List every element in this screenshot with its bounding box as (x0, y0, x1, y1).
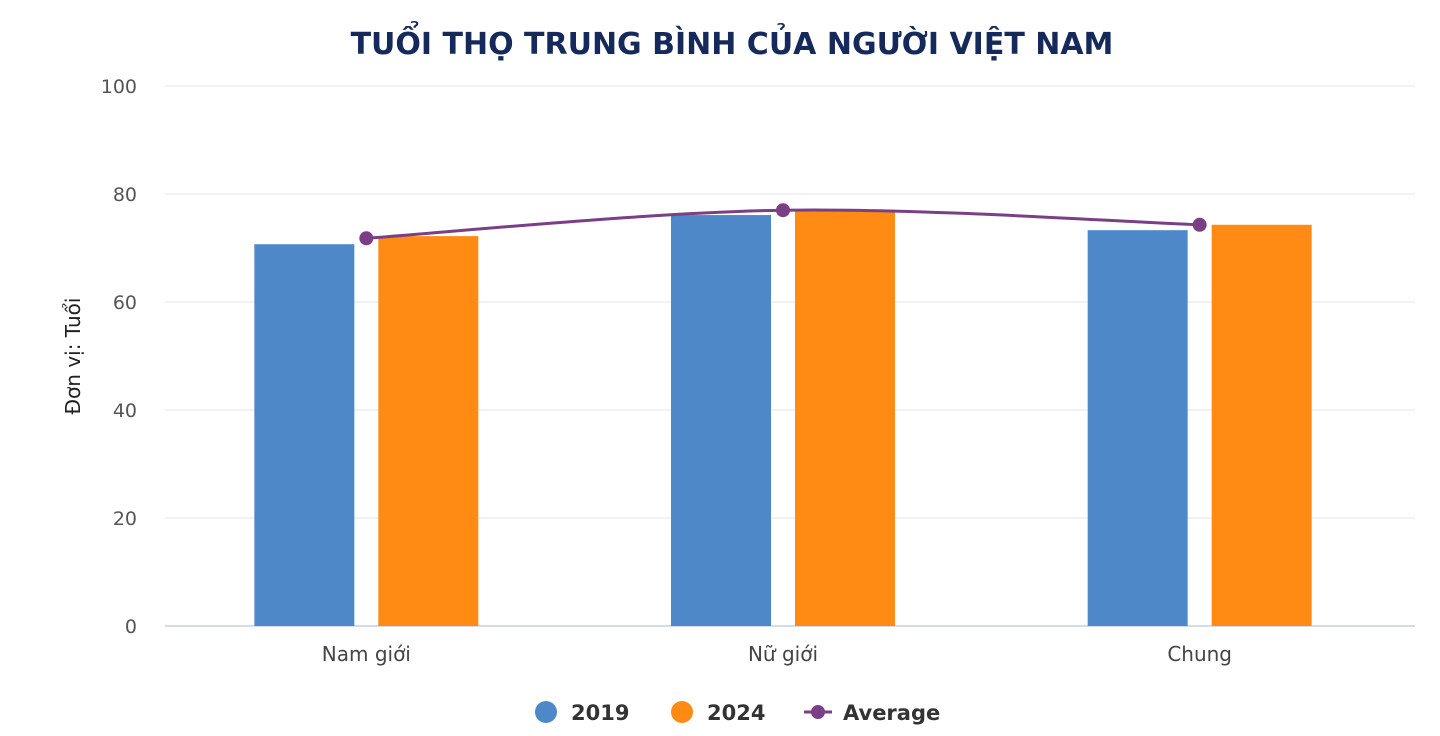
bar-2024-3 (1211, 224, 1312, 626)
x-category-label: Nam giới (322, 642, 411, 666)
x-category-label: Chung (1167, 642, 1232, 666)
bar-2019-3 (1087, 230, 1188, 626)
bar-2019-1 (254, 244, 355, 626)
y-tick-label: 80 (113, 184, 137, 206)
legend-marker-2019 (535, 701, 557, 723)
average-line (359, 203, 1207, 246)
y-tick-label: 0 (125, 616, 137, 638)
y-tick-label: 40 (113, 400, 137, 422)
y-axis-label: Đơn vị: Tuổi (61, 298, 85, 415)
chart-title: TUỔI THỌ TRUNG BÌNH CỦA NGƯỜI VIỆT NAM (351, 20, 1114, 62)
legend: 2019 2024 Average (535, 701, 940, 725)
legend-marker-2024 (671, 701, 693, 723)
legend-label-2019: 2019 (571, 701, 629, 725)
x-category-label: Nữ giới (748, 642, 818, 666)
x-axis-categories: Nam giới Nữ giới Chung (322, 642, 1232, 666)
average-point-1 (359, 231, 374, 246)
average-point-2 (776, 203, 790, 218)
y-tick-label: 20 (113, 508, 137, 530)
bar-2019-2 (671, 215, 771, 626)
legend-label-Average: Average (843, 701, 940, 725)
y-axis-ticks: 0 20 40 60 80 100 (101, 76, 137, 638)
legend-label-2024: 2024 (707, 701, 765, 725)
average-point-3 (1192, 217, 1207, 232)
y-tick-label: 60 (113, 292, 137, 314)
bar-2024-1 (378, 236, 479, 626)
y-tick-label: 100 (101, 76, 137, 98)
gridlines (165, 85, 1415, 627)
bars (254, 210, 1312, 626)
bar-2024-2 (795, 210, 895, 626)
legend-marker-Average (811, 705, 825, 719)
